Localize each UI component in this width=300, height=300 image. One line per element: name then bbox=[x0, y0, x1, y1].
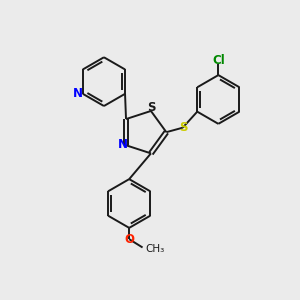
Text: S: S bbox=[179, 121, 187, 134]
Text: S: S bbox=[147, 101, 156, 114]
Text: O: O bbox=[124, 233, 134, 246]
Text: Cl: Cl bbox=[212, 54, 225, 67]
Text: CH₃: CH₃ bbox=[146, 244, 165, 254]
Text: N: N bbox=[74, 87, 83, 100]
Text: N: N bbox=[118, 138, 128, 151]
